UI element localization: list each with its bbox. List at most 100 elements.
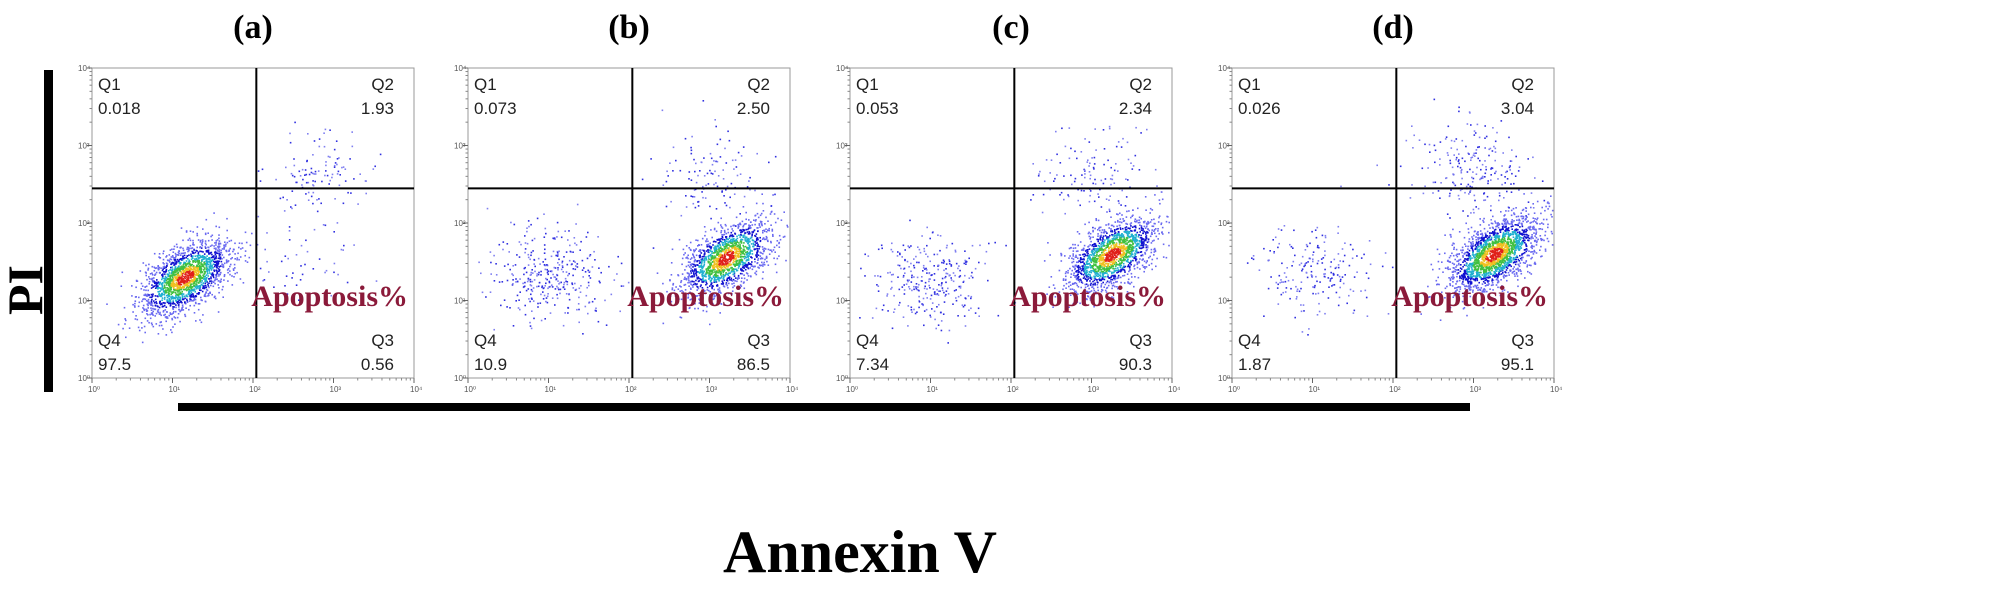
event-point <box>697 287 700 290</box>
event-point <box>156 310 159 312</box>
event-point <box>1076 270 1078 272</box>
event-point <box>732 263 735 266</box>
event-point <box>1094 247 1096 250</box>
event-point <box>183 271 185 274</box>
event-point <box>196 265 198 268</box>
event-point <box>178 296 180 298</box>
event-point <box>1123 237 1125 240</box>
event-point <box>705 259 708 261</box>
event-point <box>350 192 352 194</box>
event-point <box>198 280 201 282</box>
event-point <box>179 275 181 277</box>
event-point <box>532 272 534 274</box>
event-point <box>186 262 189 265</box>
event-point <box>568 259 571 262</box>
event-point <box>234 242 236 245</box>
event-point <box>489 251 492 253</box>
event-point <box>148 294 150 296</box>
event-point <box>558 264 561 266</box>
event-point <box>714 281 717 283</box>
event-point <box>207 239 210 242</box>
event-point <box>312 180 314 182</box>
event-point <box>187 288 189 291</box>
event-point <box>1080 269 1083 272</box>
event-point <box>515 300 517 302</box>
event-point <box>1114 238 1117 241</box>
event-point <box>215 260 218 263</box>
event-point <box>692 286 694 288</box>
event-point <box>1132 249 1135 252</box>
event-point <box>175 296 178 299</box>
event-point <box>312 184 315 187</box>
event-point <box>553 237 556 239</box>
event-point <box>549 312 552 314</box>
event-point <box>711 269 713 272</box>
event-point <box>195 267 197 269</box>
event-point <box>201 256 204 258</box>
event-point <box>219 281 222 283</box>
event-point <box>513 223 516 226</box>
event-point <box>746 239 749 242</box>
event-point <box>670 262 673 264</box>
event-point <box>527 264 530 266</box>
event-point <box>312 154 314 156</box>
event-point <box>223 244 225 247</box>
event-point <box>289 141 292 144</box>
event-point <box>190 283 193 286</box>
event-point <box>198 278 201 280</box>
event-point <box>1113 263 1116 266</box>
event-point <box>1139 221 1141 224</box>
event-point <box>143 325 146 328</box>
event-point <box>749 240 751 243</box>
event-point <box>587 281 590 284</box>
event-point <box>540 293 542 296</box>
event-point <box>545 297 548 299</box>
event-point <box>729 272 731 274</box>
event-point <box>169 300 172 303</box>
event-point <box>185 260 188 262</box>
event-point <box>720 256 723 259</box>
event-point <box>767 248 770 251</box>
event-point <box>725 261 727 263</box>
event-point <box>1115 267 1117 270</box>
event-point <box>689 241 692 244</box>
event-point <box>714 257 717 260</box>
event-point <box>206 269 209 271</box>
event-point <box>1123 259 1125 262</box>
event-point <box>1103 276 1105 278</box>
event-point <box>763 263 766 266</box>
event-point <box>181 265 184 268</box>
event-point <box>1069 255 1071 257</box>
event-point <box>170 263 173 266</box>
event-point <box>169 287 172 289</box>
event-point <box>312 268 315 270</box>
event-point <box>706 172 709 175</box>
event-point <box>162 258 165 261</box>
event-point <box>725 283 728 285</box>
event-point <box>1104 239 1106 241</box>
event-point <box>227 260 230 262</box>
event-point <box>182 264 185 266</box>
event-point <box>170 298 173 300</box>
event-point <box>740 247 742 250</box>
event-point <box>183 262 185 265</box>
event-point <box>545 277 547 280</box>
event-point <box>226 229 228 232</box>
event-point <box>536 285 538 288</box>
event-point <box>323 145 326 148</box>
event-point <box>725 189 727 191</box>
event-point <box>166 264 168 267</box>
event-point <box>266 260 268 263</box>
event-point <box>689 291 691 294</box>
event-point <box>151 313 154 315</box>
event-point <box>1139 224 1141 226</box>
event-point <box>717 250 719 253</box>
event-point <box>222 266 225 269</box>
event-point <box>725 236 727 238</box>
event-point <box>155 283 158 286</box>
event-point <box>753 219 755 221</box>
event-point <box>325 170 327 172</box>
event-point <box>709 169 711 172</box>
event-point <box>193 289 196 291</box>
event-point <box>531 239 534 242</box>
